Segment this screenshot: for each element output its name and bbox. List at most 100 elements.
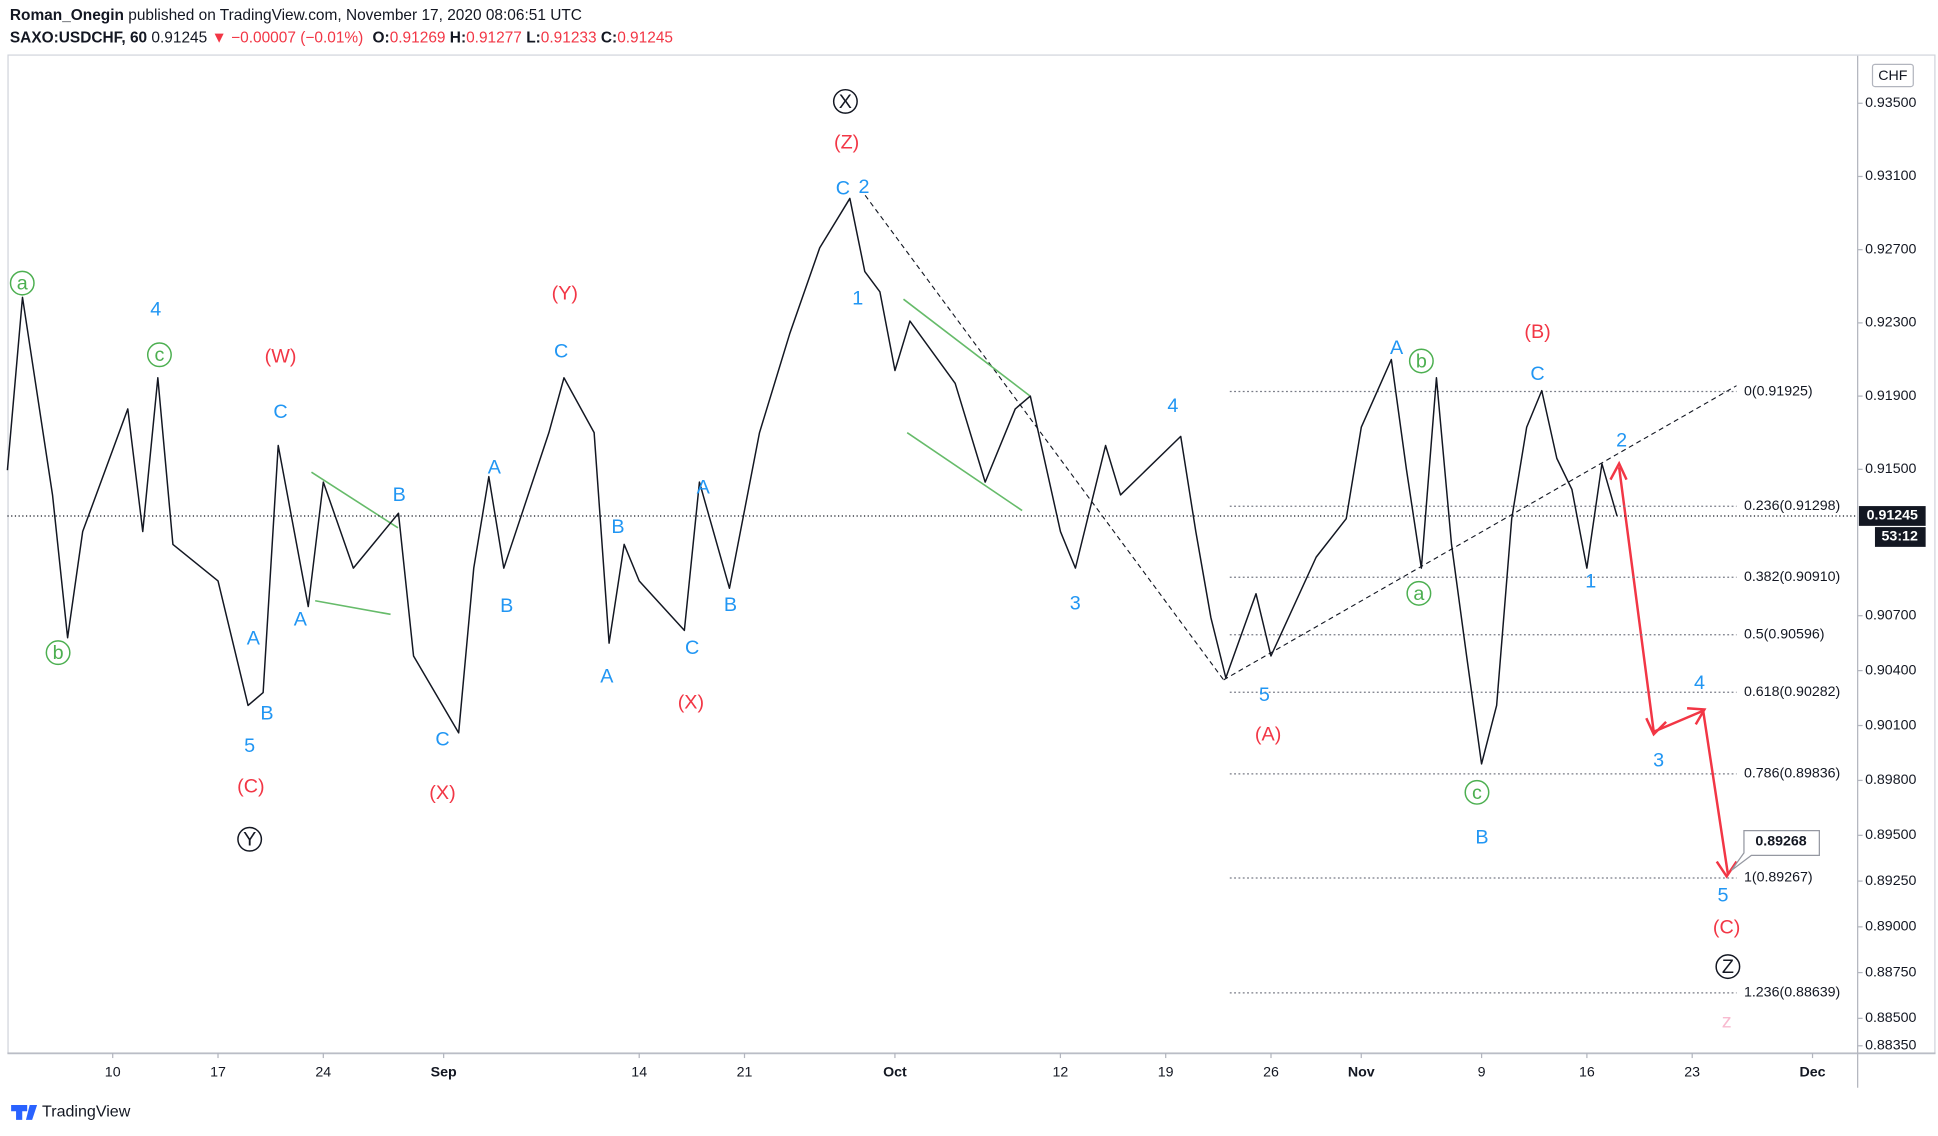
wave-label: A xyxy=(488,457,502,479)
symbol: SAXO:USDCHF, 60 xyxy=(10,29,147,46)
wave-label: c xyxy=(154,344,164,366)
wave-label: C xyxy=(273,401,287,423)
y-tick-label: 0.89800 xyxy=(1865,772,1916,788)
trend-line xyxy=(1223,385,1737,681)
wave-circle xyxy=(1715,954,1741,980)
wave-label: C xyxy=(435,729,449,751)
y-tick-label: 0.90100 xyxy=(1865,717,1916,733)
y-tick-label: 0.91500 xyxy=(1865,461,1916,477)
ohlc-key: L: xyxy=(526,29,541,46)
y-tick-label: 0.93500 xyxy=(1865,95,1916,111)
wave-label: c xyxy=(1472,782,1482,804)
wave-label: (X) xyxy=(678,692,704,714)
wave-circle xyxy=(832,88,858,114)
projection-path xyxy=(1617,467,1730,875)
price-line xyxy=(6,197,1618,765)
plot: 0.93500 0.93100 0.92700 0.92300 0.91900 0.915… xyxy=(6,88,1926,1081)
fib-label: 0.236(0.91298) xyxy=(1744,498,1840,514)
currency: CHF xyxy=(1878,68,1908,84)
y-tick-label: 0.92700 xyxy=(1865,241,1916,257)
y-tick-label: 0.89000 xyxy=(1865,919,1916,935)
wave-label: C xyxy=(1530,363,1544,385)
x-tick-label: 16 xyxy=(1579,1065,1595,1081)
wave-label: A xyxy=(600,666,614,688)
author: Roman_Onegin xyxy=(10,7,124,24)
ohlc-key: C: xyxy=(601,29,617,46)
y-tick-label: 0.89250 xyxy=(1865,873,1916,889)
countdown-label: 53:12 xyxy=(1882,529,1918,545)
symbol-line: SAXO:USDCHF, 60 0.91245 ▼ −0.00007 (−0.0… xyxy=(10,29,673,46)
wave-label: B xyxy=(1475,826,1488,848)
fib-label: 1.236(0.88639) xyxy=(1744,985,1840,1001)
wave-label: B xyxy=(724,594,737,616)
price: 0.91245 xyxy=(151,29,207,46)
wave-label: (Y) xyxy=(552,282,578,304)
wave-circle xyxy=(146,342,172,368)
wave-circle xyxy=(237,826,263,852)
x-tick-label: 24 xyxy=(315,1065,331,1081)
pane-frame xyxy=(7,54,1936,1055)
published: published on TradingView.com, November 1… xyxy=(128,7,582,24)
ohlc-value: 0.91233 xyxy=(541,29,597,46)
wave-label: b xyxy=(1416,350,1427,372)
y-tick-label: 0.90700 xyxy=(1865,607,1916,623)
price-note-box xyxy=(1731,830,1820,871)
arrow-head xyxy=(1645,717,1667,737)
wave-label: (Z) xyxy=(834,132,859,154)
arrow-head xyxy=(1715,860,1738,879)
wave-label: a xyxy=(1413,583,1424,605)
x-tick-label: 14 xyxy=(631,1065,647,1081)
ohlc-key: H: xyxy=(450,29,466,46)
y-tick-label: 0.89500 xyxy=(1865,827,1916,843)
wave-label: 5 xyxy=(244,735,255,757)
last-price-badge xyxy=(1858,506,1926,526)
trend-line xyxy=(864,195,1225,681)
x-tick-label: 23 xyxy=(1684,1065,1700,1081)
channel-line xyxy=(315,599,391,616)
wave-label: C xyxy=(685,637,699,659)
ohlc-value: 0.91245 xyxy=(617,29,673,46)
y-tick-label: 0.88350 xyxy=(1865,1038,1916,1054)
x-tick-label: 21 xyxy=(737,1065,753,1081)
drawings xyxy=(311,195,1820,879)
x-tick-label: 12 xyxy=(1052,1065,1068,1081)
y-tick-label: 0.90400 xyxy=(1865,662,1916,678)
x-tick-label: 17 xyxy=(210,1065,226,1081)
wave-label: 4 xyxy=(1167,395,1178,417)
wave-label: (B) xyxy=(1524,321,1550,343)
channel-line xyxy=(311,471,399,529)
wave-label: A xyxy=(1390,337,1404,359)
wave-label: (C) xyxy=(1713,917,1740,939)
wave-label: 3 xyxy=(1653,750,1664,772)
header-line: Roman_Onegin published on TradingView.co… xyxy=(10,7,582,24)
wave-label: (W) xyxy=(265,345,297,367)
wave-label: z xyxy=(1722,1010,1732,1032)
ohlc-value: 0.91269 xyxy=(390,29,446,46)
wave-label: X xyxy=(839,91,852,113)
currency-box xyxy=(1871,63,1914,88)
change: ▼ −0.00007 (−0.01%) xyxy=(212,29,364,46)
wave-label: 1 xyxy=(852,287,863,309)
countdown-badge xyxy=(1874,527,1926,547)
x-tick-label: Nov xyxy=(1348,1065,1375,1081)
wave-label: Z xyxy=(1722,956,1734,978)
wave-label: 3 xyxy=(1070,593,1081,615)
y-tick-label: 0.91900 xyxy=(1865,388,1916,404)
logo-icon xyxy=(11,1105,38,1120)
wave-label: b xyxy=(53,642,64,664)
wave-circle xyxy=(9,270,35,296)
x-tick-label: 9 xyxy=(1478,1065,1486,1081)
fib-label: 1(0.89267) xyxy=(1744,870,1813,886)
wave-label: (C) xyxy=(237,776,264,798)
wave-label: 4 xyxy=(150,299,161,321)
y-tick-label: 0.88750 xyxy=(1865,964,1916,980)
y-tick-label: 0.93100 xyxy=(1865,168,1916,184)
wave-label: A xyxy=(294,609,308,631)
fib-label: 0.786(0.89836) xyxy=(1744,766,1840,782)
fib-label: 0.5(0.90596) xyxy=(1744,626,1825,642)
arrow-head xyxy=(1609,460,1628,481)
channel-line xyxy=(903,298,1031,397)
wave-label: B xyxy=(393,484,406,506)
